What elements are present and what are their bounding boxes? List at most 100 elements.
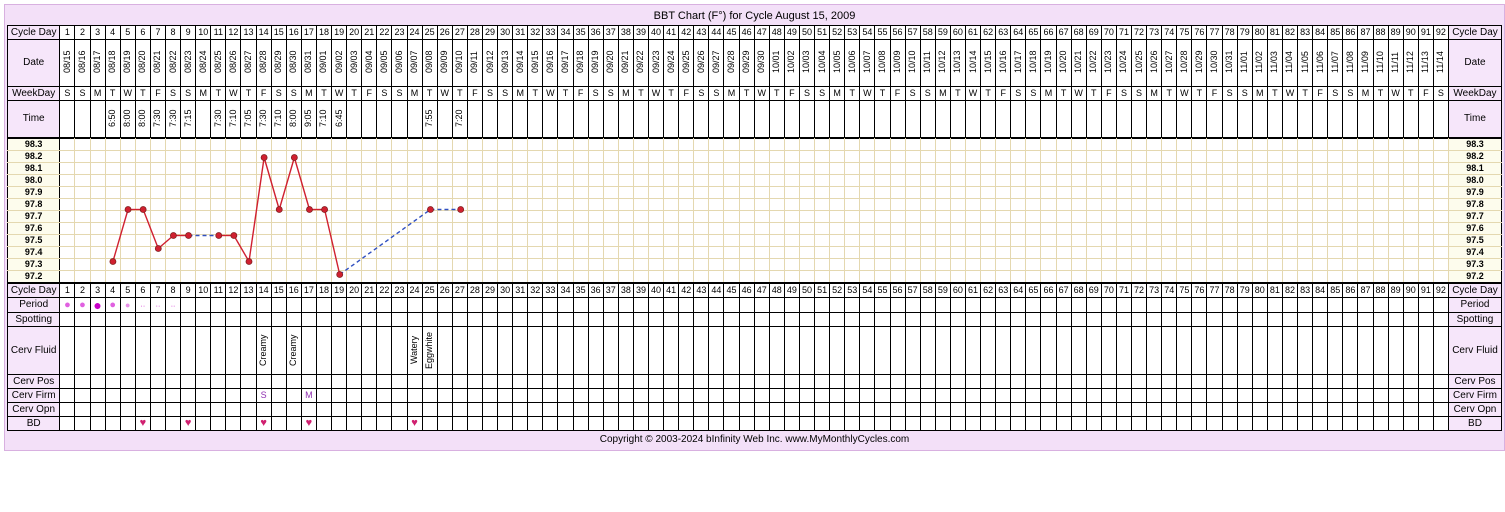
chart-cell bbox=[769, 151, 784, 163]
chart-cell bbox=[286, 175, 301, 187]
chart-cell bbox=[1313, 163, 1328, 175]
chart-cell bbox=[211, 223, 226, 235]
cell-33 bbox=[543, 389, 558, 403]
chart-cell bbox=[1343, 199, 1358, 211]
cell-41: 09/24 bbox=[664, 40, 679, 87]
cell-10: M bbox=[196, 87, 211, 101]
chart-cell bbox=[1162, 211, 1177, 223]
chart-cell bbox=[875, 175, 890, 187]
cell-17 bbox=[301, 327, 316, 375]
chart-cell bbox=[1086, 223, 1101, 235]
chart-cell bbox=[558, 175, 573, 187]
cell-53 bbox=[845, 403, 860, 417]
cell-90 bbox=[1403, 417, 1418, 431]
chart-cell bbox=[1162, 235, 1177, 247]
cell-53 bbox=[845, 313, 860, 327]
chart-cell bbox=[875, 139, 890, 151]
chart-cell bbox=[981, 139, 996, 151]
cell-39 bbox=[633, 313, 648, 327]
cell-83 bbox=[1298, 403, 1313, 417]
cell-80 bbox=[1252, 313, 1267, 327]
chart-cell bbox=[1222, 151, 1237, 163]
chart-cell bbox=[920, 151, 935, 163]
chart-cell bbox=[1132, 247, 1147, 259]
chart-cell bbox=[1237, 271, 1252, 283]
chart-cell bbox=[890, 271, 905, 283]
chart-cell bbox=[1086, 151, 1101, 163]
chart-cell bbox=[467, 163, 482, 175]
chart-cell bbox=[1116, 139, 1131, 151]
chart-cell bbox=[181, 211, 196, 223]
cell-88 bbox=[1373, 375, 1388, 389]
cell-52 bbox=[830, 389, 845, 403]
cell-15 bbox=[271, 417, 286, 431]
cell-10 bbox=[196, 389, 211, 403]
cell-15 bbox=[271, 389, 286, 403]
chart-cell bbox=[1026, 211, 1041, 223]
chart-cell bbox=[452, 175, 467, 187]
cell-57 bbox=[905, 375, 920, 389]
chart-cell bbox=[316, 235, 331, 247]
chart-cell bbox=[1418, 187, 1433, 199]
chart-cell bbox=[211, 163, 226, 175]
cell-73 bbox=[1147, 417, 1162, 431]
chart-cell bbox=[1207, 187, 1222, 199]
chart-cell bbox=[679, 187, 694, 199]
chart-cell bbox=[1116, 187, 1131, 199]
chart-cell bbox=[1071, 235, 1086, 247]
chart-cell bbox=[1147, 235, 1162, 247]
chart-cell bbox=[181, 199, 196, 211]
chart-cell bbox=[1147, 175, 1162, 187]
cell-79: 79 bbox=[1237, 26, 1252, 40]
cell-52: 10/05 bbox=[830, 40, 845, 87]
cell-5: 8:00 bbox=[120, 101, 135, 138]
cell-4 bbox=[105, 375, 120, 389]
chart-cell bbox=[1313, 151, 1328, 163]
chart-cell bbox=[739, 151, 754, 163]
chart-cell bbox=[1433, 247, 1448, 259]
chart-cell bbox=[452, 163, 467, 175]
cell-16: 8:00 bbox=[286, 101, 301, 138]
chart-cell bbox=[1147, 223, 1162, 235]
cell-12 bbox=[226, 298, 241, 313]
cell-13 bbox=[241, 403, 256, 417]
chart-cell bbox=[845, 235, 860, 247]
cell-53 bbox=[845, 101, 860, 138]
cell-43 bbox=[694, 403, 709, 417]
chart-cell bbox=[1132, 271, 1147, 283]
cell-7 bbox=[150, 327, 165, 375]
cell-75 bbox=[1177, 403, 1192, 417]
cell-76 bbox=[1192, 403, 1207, 417]
chart-cell bbox=[754, 259, 769, 271]
cell-78: 10/31 bbox=[1222, 40, 1237, 87]
chart-cell bbox=[1011, 211, 1026, 223]
cell-68 bbox=[1071, 417, 1086, 431]
chart-cell bbox=[603, 223, 618, 235]
cell-75 bbox=[1177, 101, 1192, 138]
chart-cell bbox=[150, 163, 165, 175]
cell-36 bbox=[588, 327, 603, 375]
chart-cell bbox=[573, 235, 588, 247]
chart-cell bbox=[679, 211, 694, 223]
cell-72 bbox=[1132, 313, 1147, 327]
chart-cell bbox=[1222, 163, 1237, 175]
cell-57: 57 bbox=[905, 26, 920, 40]
cell-61 bbox=[965, 417, 980, 431]
cell-51: 51 bbox=[815, 284, 830, 298]
chart-cell bbox=[482, 235, 497, 247]
chart-cell bbox=[905, 199, 920, 211]
cell-12: 12 bbox=[226, 26, 241, 40]
row-label: Cerv Firm bbox=[8, 389, 60, 403]
cell-47: 47 bbox=[754, 26, 769, 40]
cell-45 bbox=[724, 298, 739, 313]
chart-cell bbox=[558, 163, 573, 175]
chart-cell bbox=[1132, 151, 1147, 163]
chart-cell bbox=[981, 163, 996, 175]
chart-cell bbox=[498, 175, 513, 187]
cell-38 bbox=[618, 313, 633, 327]
chart-cell bbox=[196, 259, 211, 271]
cell-82: 82 bbox=[1282, 26, 1297, 40]
chart-cell bbox=[950, 271, 965, 283]
cell-45: 45 bbox=[724, 26, 739, 40]
cell-41 bbox=[664, 375, 679, 389]
